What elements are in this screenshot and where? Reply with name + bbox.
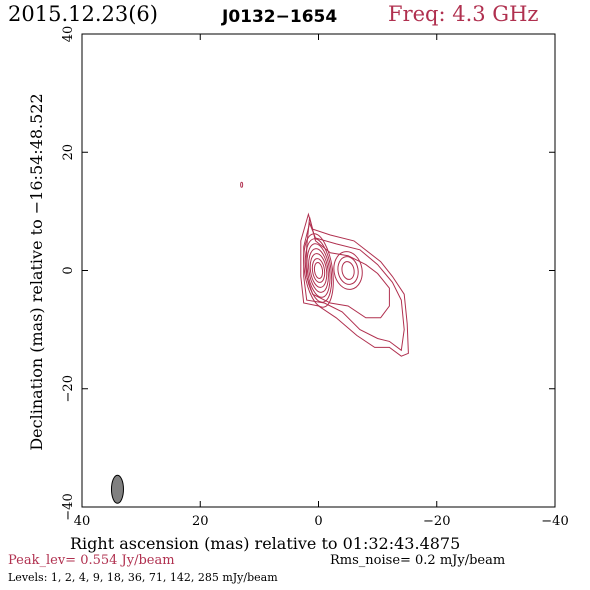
jet-contour (306, 217, 390, 319)
core-contour (308, 248, 329, 293)
y-axis-label: Declination (mas) relative to −16:54:48.… (27, 93, 46, 450)
plot-frame (81, 33, 556, 508)
knot-contour (341, 261, 355, 280)
axis-ticks: 40 20 0 −20 −40 −40 −20 0 20 40 (61, 26, 569, 529)
rms-noise-label: Rms_noise= 0.2 mJy/beam (330, 553, 506, 568)
y-tick-label: −40 (61, 493, 76, 520)
knot-contour (333, 251, 363, 290)
core-contour (311, 258, 326, 283)
y-tick-label: 40 (61, 26, 76, 43)
core-contour (304, 238, 333, 303)
core-contour (309, 253, 328, 288)
x-tick-label: −40 (541, 514, 568, 529)
x-tick-label: 40 (74, 514, 91, 529)
x-tick-label: 20 (192, 514, 209, 529)
y-tick-label: −20 (61, 375, 76, 402)
x-tick-label: 0 (314, 514, 322, 529)
beam-ellipse (110, 474, 124, 504)
core-contour (313, 262, 324, 279)
contour-levels-label: Levels: 1, 2, 4, 9, 18, 36, 71, 142, 285… (8, 571, 278, 584)
knot-contour (337, 256, 359, 285)
y-tick-label: 0 (61, 266, 76, 274)
jet-contour (303, 221, 405, 352)
source-name-label: J0132−1654 (222, 7, 338, 27)
core-contour (306, 243, 331, 298)
contour-map (240, 181, 409, 357)
frequency-label: Freq: 4.3 GHz (388, 2, 539, 26)
peak-level-label: Peak_lev= 0.554 Jy/beam (8, 553, 175, 568)
y-tick-label: 20 (61, 144, 76, 161)
spot-contour (240, 181, 244, 188)
jet-contour (300, 212, 409, 357)
x-tick-label: −20 (423, 514, 450, 529)
vlbi-map-plot: 40 20 0 −20 −40 −40 −20 0 20 40 Declination (mas)… (27, 26, 569, 529)
x-axis-label: Right ascension (mas) relative to 01:32:… (70, 534, 461, 553)
epoch-date-label: 2015.12.23(6) (8, 2, 158, 26)
